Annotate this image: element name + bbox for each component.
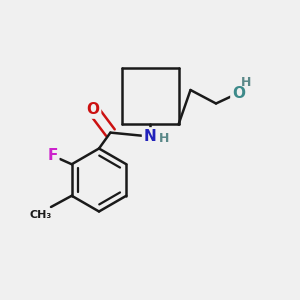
Text: O: O (86, 102, 100, 117)
Text: H: H (159, 131, 170, 145)
Text: H: H (241, 76, 251, 89)
Text: CH₃: CH₃ (29, 209, 52, 220)
Text: F: F (47, 148, 58, 164)
Text: N: N (144, 129, 156, 144)
Text: O: O (232, 85, 245, 100)
